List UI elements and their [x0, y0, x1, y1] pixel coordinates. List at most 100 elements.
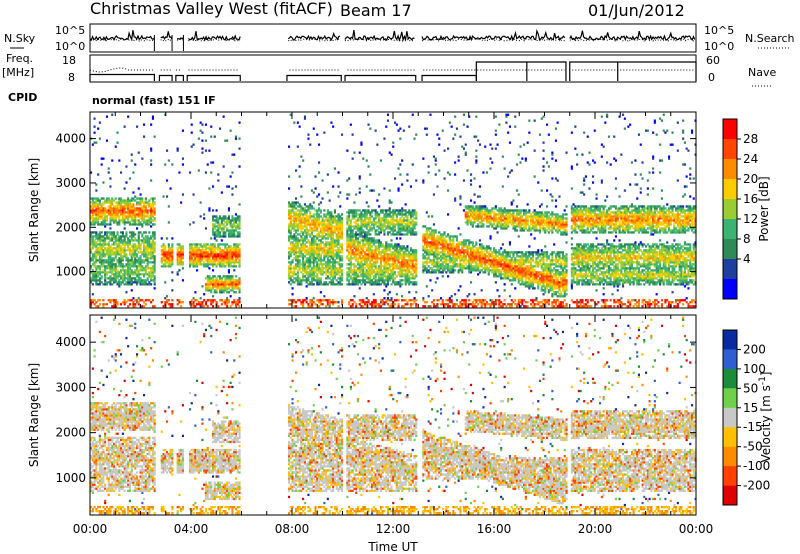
heatmap-cell	[447, 255, 450, 258]
heatmap-cell	[353, 271, 356, 274]
heatmap-cell	[217, 259, 220, 262]
heatmap-cell	[204, 303, 207, 306]
heatmap-cell	[212, 225, 215, 228]
heatmap-cell	[226, 251, 229, 254]
heatmap-cell	[178, 259, 181, 262]
heatmap-cell	[208, 283, 211, 286]
heatmap-cell	[365, 231, 368, 234]
heatmap-cell	[298, 175, 301, 178]
heatmap-cell	[440, 239, 443, 242]
heatmap-cell	[395, 251, 398, 254]
heatmap-cell	[408, 251, 411, 254]
heatmap-cell	[180, 261, 183, 264]
heatmap-cell	[190, 303, 193, 306]
heatmap-cell	[118, 279, 121, 282]
heatmap-cell	[164, 259, 167, 262]
heatmap-cell	[339, 227, 342, 230]
heatmap-cell	[310, 215, 313, 218]
heatmap-cell	[399, 127, 402, 130]
heatmap-cell	[358, 267, 361, 270]
heatmap-cell	[148, 205, 151, 208]
heatmap-cell	[356, 261, 359, 264]
heatmap-cell	[226, 249, 229, 252]
heatmap-cell	[217, 261, 220, 264]
heatmap-cell	[134, 211, 137, 214]
heatmap-cell	[427, 237, 430, 240]
heatmap-cell	[358, 275, 361, 278]
heatmap-cell	[127, 277, 130, 280]
heatmap-cell	[365, 209, 368, 212]
heatmap-cell	[144, 251, 147, 254]
heatmap-cell	[364, 259, 367, 262]
heatmap-cell	[353, 209, 356, 212]
heatmap-cell	[300, 195, 303, 198]
heatmap-cell	[429, 253, 432, 256]
heatmap-cell	[337, 223, 340, 226]
heatmap-cell	[415, 231, 418, 234]
heatmap-cell	[395, 231, 398, 234]
heatmap-cell	[360, 217, 363, 220]
heatmap-cell	[109, 207, 112, 210]
heatmap-cell	[215, 233, 218, 236]
heatmap-cell	[443, 259, 446, 262]
heatmap-cell	[197, 259, 200, 262]
heatmap-cell	[181, 255, 184, 258]
heatmap-cell	[390, 211, 393, 214]
heatmap-cell	[424, 267, 427, 270]
heatmap-cell	[203, 293, 206, 296]
heatmap-cell	[234, 255, 237, 258]
heatmap-cell	[360, 249, 363, 252]
heatmap-cell	[448, 261, 451, 264]
heatmap-cell	[378, 219, 381, 222]
heatmap-cell	[388, 249, 391, 252]
heatmap-cell	[123, 239, 126, 242]
heatmap-cell	[392, 269, 395, 272]
heatmap-cell	[113, 277, 116, 280]
heatmap-cell	[118, 159, 121, 162]
heatmap-cell	[238, 235, 241, 238]
heatmap-cell	[189, 171, 192, 174]
station-title: Christmas Valley West (fitACF)	[90, 0, 333, 18]
heatmap-cell	[339, 251, 342, 254]
heatmap-cell	[189, 259, 192, 262]
heatmap-cell	[319, 239, 322, 242]
heatmap-cell	[422, 157, 425, 160]
heatmap-cell	[427, 305, 430, 308]
heatmap-cell	[432, 255, 435, 258]
heatmap-cell	[171, 249, 174, 252]
heatmap-cell	[90, 241, 93, 244]
heatmap-cell	[234, 243, 237, 246]
heatmap-cell	[392, 215, 395, 218]
heatmap-cell	[234, 305, 237, 308]
heatmap-cell	[222, 243, 225, 246]
heatmap-cell	[302, 233, 305, 236]
heatmap-cell	[409, 267, 412, 270]
heatmap-cell	[167, 159, 170, 162]
heatmap-cell	[102, 249, 105, 252]
heatmap-cell	[178, 261, 181, 264]
heatmap-cell	[443, 231, 446, 234]
heatmap-cell	[448, 251, 451, 254]
heatmap-cell	[143, 211, 146, 214]
heatmap-cell	[233, 229, 236, 232]
heatmap-cell	[303, 213, 306, 216]
heatmap-cell	[197, 301, 200, 304]
heatmap-cell	[111, 253, 114, 256]
heatmap-cell	[376, 269, 379, 272]
heatmap-cell	[213, 249, 216, 252]
heatmap-cell	[113, 247, 116, 250]
heatmap-cell	[360, 261, 363, 264]
heatmap-cell	[330, 221, 333, 224]
heatmap-cell	[105, 253, 108, 256]
heatmap-cell	[372, 255, 375, 258]
heatmap-cell	[98, 281, 101, 284]
heatmap-cell	[104, 221, 107, 224]
heatmap-cell	[289, 269, 292, 272]
heatmap-cell	[353, 213, 356, 216]
heatmap-cell	[288, 201, 291, 204]
heatmap-cell	[337, 247, 340, 250]
heatmap-cell	[100, 203, 103, 206]
heatmap-cell	[411, 163, 414, 166]
heatmap-cell	[312, 249, 315, 252]
heatmap-cell	[353, 151, 356, 154]
